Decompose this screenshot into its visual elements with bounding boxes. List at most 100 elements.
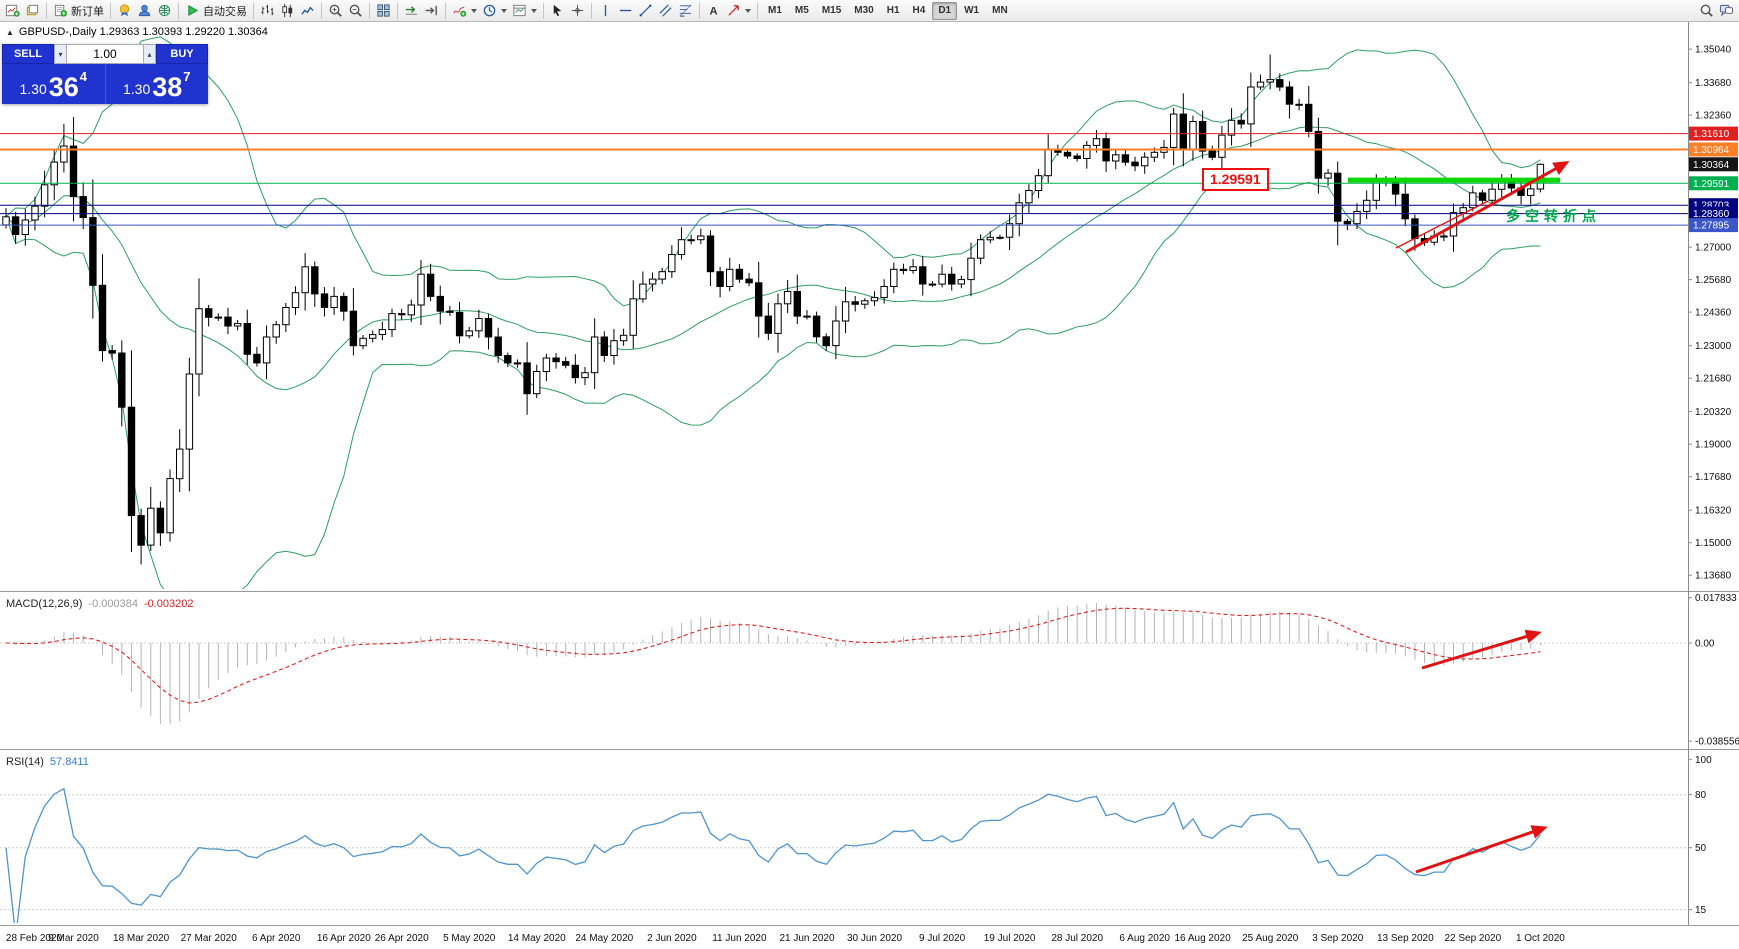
svg-text:A: A [709, 6, 717, 18]
candlestick-chart-button[interactable] [278, 1, 297, 21]
indicators-button[interactable] [450, 1, 479, 21]
price-tag[interactable] [1689, 206, 1738, 221]
time-axis-label: 16 Apr 2020 [317, 933, 371, 944]
timeframe-w1-button[interactable]: W1 [964, 4, 980, 16]
price-tag[interactable] [1689, 218, 1738, 233]
template-icon [513, 4, 526, 17]
auto-scroll-button[interactable] [402, 1, 421, 21]
fibonacci-button[interactable] [676, 1, 695, 21]
channel-button[interactable] [656, 1, 675, 21]
price-tag-text: 1.27895 [1693, 221, 1730, 232]
timeframe-h1-button[interactable]: H1 [886, 4, 900, 16]
time-axis-label: 1 Oct 2020 [1516, 933, 1565, 944]
chart-title: ▲ GBPUSD-,Daily 1.29363 1.30393 1.29220 … [6, 26, 268, 38]
rsi-scale-label: 15 [1695, 905, 1707, 916]
periods-button[interactable] [480, 1, 509, 21]
linechart-icon [301, 6, 314, 15]
buy-button[interactable]: BUY [156, 44, 208, 64]
toolbar-separator [369, 2, 370, 19]
autotrading-button[interactable]: 自动交易 [183, 1, 249, 21]
toolbar-separator [321, 2, 322, 19]
strategy-button[interactable] [155, 1, 174, 21]
chart-shift-button[interactable] [422, 1, 441, 21]
horizontal-line-button[interactable] [616, 1, 635, 21]
shift-icon [425, 5, 437, 16]
trendline-button[interactable] [636, 1, 655, 21]
timeframe-m30-button[interactable]: M30 [854, 4, 874, 16]
dropdown-arrow-icon[interactable] [745, 8, 751, 13]
buy-price-big: 38 [152, 72, 183, 103]
chat-button[interactable] [1717, 1, 1736, 21]
price-tag[interactable] [1689, 142, 1738, 157]
terminal-button[interactable] [135, 1, 154, 21]
crosshair-button[interactable] [568, 1, 587, 21]
trend-arrow-main[interactable] [1405, 161, 1570, 254]
volume-increase-icon[interactable]: ▴ [143, 44, 156, 64]
price-scale-label: 1.25680 [1695, 275, 1732, 286]
market-watch-button[interactable] [115, 1, 134, 21]
zoomout-icon [349, 4, 362, 17]
timeframe-m15-button[interactable]: M15 [821, 4, 842, 16]
price-tag-text: 1.30964 [1693, 145, 1730, 156]
buy-price[interactable]: 1.30 38 7 [106, 64, 209, 104]
trend-arrow-main[interactable] [1395, 200, 1489, 249]
horizontal-line-objects [0, 133, 1688, 226]
price-scale[interactable]: 1.350401.336801.323601.310401.297201.283… [1688, 45, 1739, 917]
toolbar-separator [543, 2, 544, 19]
dropdown-arrow-icon[interactable] [471, 8, 477, 13]
price-tag[interactable] [1689, 176, 1738, 191]
volume-decrease-icon[interactable]: ▾ [54, 44, 67, 64]
profiles-button[interactable] [23, 1, 42, 21]
dropdown-arrow-icon[interactable] [501, 8, 507, 13]
cursor-icon [553, 4, 562, 17]
new-order-button[interactable]: 新订单 [51, 1, 106, 21]
current-price-tag[interactable] [1689, 157, 1738, 172]
macd-indicator [0, 603, 1688, 725]
vertical-line-button[interactable] [596, 1, 615, 21]
time-axis-label: 14 May 2020 [508, 933, 566, 944]
time-axis-label: 28 Jul 2020 [1051, 933, 1103, 944]
scale-tags: 1.31610 1.30964 1.29591 1.287031.283601.278… [1689, 126, 1738, 233]
timeframe-m1-button[interactable]: M1 [768, 4, 782, 16]
line-chart-button[interactable] [298, 1, 317, 21]
zoom-out-button[interactable] [346, 1, 365, 21]
sell-price[interactable]: 1.30 36 4 [2, 64, 106, 104]
timeframe-mn-button[interactable]: MN [992, 4, 1008, 16]
price-annotation-box[interactable]: 1.29591 [1202, 168, 1269, 191]
price-scale-label: 1.24360 [1695, 308, 1732, 319]
templates-button[interactable] [510, 1, 539, 21]
arrows-tool-button[interactable] [724, 1, 753, 21]
search-button[interactable] [1697, 1, 1716, 21]
bollinger-upper-line [5, 36, 1541, 307]
time-axis-label: 19 Jul 2020 [984, 933, 1036, 944]
one-click-toggle-icon[interactable]: ▲ [6, 27, 14, 37]
volume-input[interactable] [67, 45, 143, 63]
toolbar-separator [46, 2, 47, 19]
sell-button[interactable]: SELL [2, 44, 54, 64]
trend-arrow-rsi[interactable] [1415, 825, 1548, 874]
timeframe-h4-button[interactable]: H4 [912, 4, 926, 16]
macd-signal-value: -0.003202 [143, 598, 194, 610]
buy-price-pip: 7 [183, 69, 191, 84]
new-chart-button[interactable] [3, 1, 22, 21]
text-button[interactable]: A [704, 1, 723, 21]
price-scale-label: 1.19000 [1695, 440, 1732, 451]
rsi-line [5, 787, 1541, 923]
trend-arrow-macd[interactable] [1421, 629, 1542, 670]
cursor-button[interactable] [548, 1, 567, 21]
chat-icon [1719, 4, 1734, 17]
macd-main-value: -0.000384 [88, 598, 138, 610]
price-chart-canvas[interactable]: 1.350401.336801.323601.310401.297201.283… [0, 22, 1739, 949]
timeframe-m5-button[interactable]: M5 [794, 4, 809, 16]
dropdown-arrow-icon[interactable] [531, 8, 537, 13]
sell-price-pip: 4 [79, 69, 88, 84]
turning-point-label[interactable]: 多空转折点 [1506, 208, 1601, 224]
timeframe-d1-button[interactable]: D1 [932, 1, 958, 20]
bollinger-middle-line [5, 126, 1541, 391]
bar-chart-button[interactable] [258, 1, 277, 21]
trendline-icon [639, 4, 652, 17]
zoom-in-button[interactable] [326, 1, 345, 21]
price-tag[interactable] [1689, 126, 1738, 141]
tile-windows-button[interactable] [374, 1, 393, 21]
